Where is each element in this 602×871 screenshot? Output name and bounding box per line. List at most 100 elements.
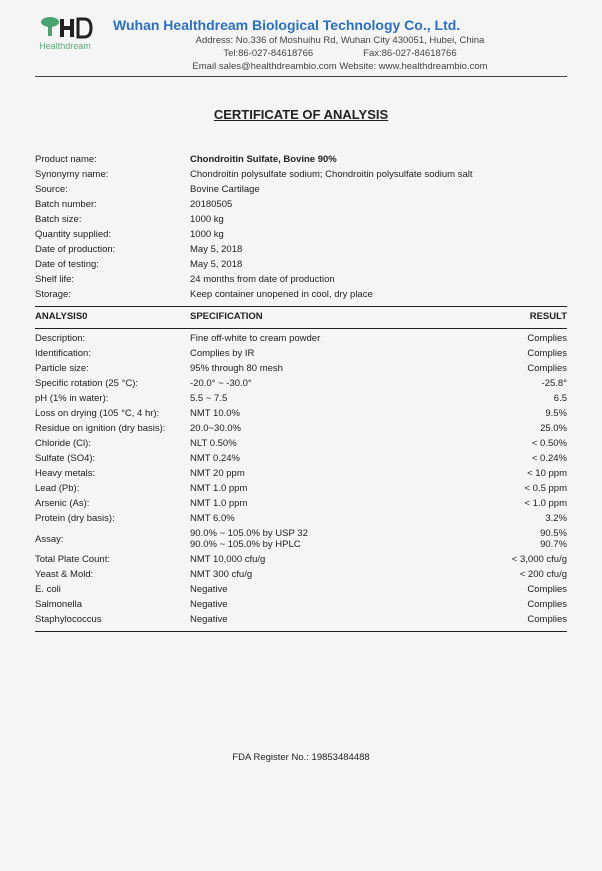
analysis-cell: Residue on ignition (dry basis): [35, 421, 190, 436]
info-row: Storage:Keep container unopened in cool,… [35, 287, 567, 302]
header-divider [35, 76, 567, 77]
analysis-row: Particle size:95% through 80 meshComplie… [35, 361, 567, 376]
analysis-cell: < 0.5 ppm [455, 481, 567, 496]
analysis-cell: NMT 20 ppm [190, 466, 455, 481]
analysis-cell: Sulfate (SO4): [35, 451, 190, 466]
info-value: Chondroitin Sulfate, Bovine 90% [190, 152, 567, 167]
info-row: Batch number:20180505 [35, 197, 567, 212]
analysis-cell: 20.0~30.0% [190, 421, 455, 436]
analysis-cell: Arsenic (As): [35, 496, 190, 511]
analysis-cell: Negative [190, 582, 455, 597]
analysis-row: Total Plate Count:NMT 10,000 cfu/g< 3,00… [35, 552, 567, 567]
analysis-cell: NMT 10,000 cfu/g [190, 552, 455, 567]
analysis-cell: NMT 0.24% [190, 451, 455, 466]
analysis-row: E. coliNegativeComplies [35, 582, 567, 597]
analysis-cell: NMT 300 cfu/g [190, 567, 455, 582]
analysis-cell: < 0.50% [455, 436, 567, 451]
info-label: Shelf life: [35, 272, 190, 287]
info-label: Source: [35, 182, 190, 197]
info-value: 1000 kg [190, 212, 567, 227]
analysis-cell: pH (1% in water): [35, 391, 190, 406]
info-value: May 5, 2018 [190, 257, 567, 272]
info-row: Product name:Chondroitin Sulfate, Bovine… [35, 152, 567, 167]
analysis-row: Assay:90.0% ~ 105.0% by USP 32 90.0% ~ 1… [35, 526, 567, 552]
contact-line: Email sales@healthdreambio.com Website: … [113, 61, 567, 72]
analysis-cell: < 0.24% [455, 451, 567, 466]
info-row: Source:Bovine Cartilage [35, 182, 567, 197]
analysis-cell: Chloride (Cl): [35, 436, 190, 451]
section-divider-top [35, 306, 567, 307]
tel-text: Tel:86-027-84618766 [223, 48, 313, 59]
header-address-block: Wuhan Healthdream Biological Technology … [113, 15, 567, 72]
analysis-cell: < 10 ppm [455, 466, 567, 481]
address-line: Address: No.336 of Moshuihu Rd, Wuhan Ci… [113, 35, 567, 46]
info-row: Date of production:May 5, 2018 [35, 242, 567, 257]
analysis-cell: Complies by IR [190, 346, 455, 361]
analysis-cell: Negative [190, 597, 455, 612]
analysis-cell: -20.0° ~ -30.0° [190, 376, 455, 391]
analysis-cell: < 1.0 ppm [455, 496, 567, 511]
analysis-cell: < 3,000 cfu/g [455, 552, 567, 567]
info-value: Chondroitin polysulfate sodium; Chondroi… [190, 167, 567, 182]
company-name: Wuhan Healthdream Biological Technology … [113, 17, 567, 33]
analysis-row: Identification:Complies by IRComplies [35, 346, 567, 361]
analysis-row: Description:Fine off-white to cream powd… [35, 331, 567, 346]
info-label: Batch number: [35, 197, 190, 212]
analysis-cell: Heavy metals: [35, 466, 190, 481]
analysis-row: pH (1% in water):5.5 ~ 7.56.5 [35, 391, 567, 406]
analysis-cell: 3.2% [455, 511, 567, 526]
info-label: Date of testing: [35, 257, 190, 272]
analysis-cell: NMT 1.0 ppm [190, 496, 455, 511]
info-row: Batch size:1000 kg [35, 212, 567, 227]
info-value: 20180505 [190, 197, 567, 212]
header-analysis: ANALYSIS0 [35, 309, 190, 324]
analysis-header-row: ANALYSIS0 SPECIFICATION RESULT [35, 309, 567, 324]
analysis-cell: Identification: [35, 346, 190, 361]
analysis-cell: Lead (Pb): [35, 481, 190, 496]
info-row: Quantity supplied:1000 kg [35, 227, 567, 242]
header-result: RESULT [439, 309, 567, 324]
analysis-cell: NMT 6.0% [190, 511, 455, 526]
analysis-row: Heavy metals:NMT 20 ppm< 10 ppm [35, 466, 567, 481]
document-header: Healthdream Wuhan Healthdream Biological… [35, 15, 567, 72]
analysis-cell: Staphylococcus [35, 612, 190, 627]
analysis-cell: Complies [455, 361, 567, 376]
analysis-cell: Complies [455, 582, 567, 597]
analysis-cell: Assay: [35, 526, 190, 552]
analysis-cell: Description: [35, 331, 190, 346]
analysis-row: Yeast & Mold:NMT 300 cfu/g< 200 cfu/g [35, 567, 567, 582]
section-divider-bottom [35, 631, 567, 632]
analysis-row: Residue on ignition (dry basis):20.0~30.… [35, 421, 567, 436]
info-value: 1000 kg [190, 227, 567, 242]
info-label: Synonymy name: [35, 167, 190, 182]
info-label: Quantity supplied: [35, 227, 190, 242]
analysis-row: Lead (Pb):NMT 1.0 ppm< 0.5 ppm [35, 481, 567, 496]
info-row: Date of testing:May 5, 2018 [35, 257, 567, 272]
analysis-cell: 90.5% 90.7% [455, 526, 567, 552]
analysis-cell: Protein (dry basis): [35, 511, 190, 526]
analysis-row: SalmonellaNegativeComplies [35, 597, 567, 612]
info-value: May 5, 2018 [190, 242, 567, 257]
analysis-row: Arsenic (As):NMT 1.0 ppm< 1.0 ppm [35, 496, 567, 511]
info-value: Bovine Cartilage [190, 182, 567, 197]
analysis-cell: Complies [455, 346, 567, 361]
analysis-row: Protein (dry basis):NMT 6.0%3.2% [35, 511, 567, 526]
info-row: Synonymy name:Chondroitin polysulfate so… [35, 167, 567, 182]
info-row: Shelf life:24 months from date of produc… [35, 272, 567, 287]
analysis-cell: NMT 10.0% [190, 406, 455, 421]
info-label: Batch size: [35, 212, 190, 227]
analysis-cell: 90.0% ~ 105.0% by USP 32 90.0% ~ 105.0% … [190, 526, 455, 552]
info-label: Date of production: [35, 242, 190, 257]
analysis-cell: 6.5 [455, 391, 567, 406]
analysis-row: Sulfate (SO4):NMT 0.24%< 0.24% [35, 451, 567, 466]
document-title: CERTIFICATE OF ANALYSIS [35, 107, 567, 122]
analysis-cell: Salmonella [35, 597, 190, 612]
analysis-cell: Negative [190, 612, 455, 627]
logo-subtext: Healthdream [39, 41, 91, 51]
info-label: Product name: [35, 152, 190, 167]
info-value: 24 months from date of production [190, 272, 567, 287]
section-divider-mid [35, 328, 567, 329]
tel-fax-line: Tel:86-027-84618766 Fax:86-027-84618766 [113, 48, 567, 59]
analysis-table: Description:Fine off-white to cream powd… [35, 331, 567, 627]
info-label: Storage: [35, 287, 190, 302]
